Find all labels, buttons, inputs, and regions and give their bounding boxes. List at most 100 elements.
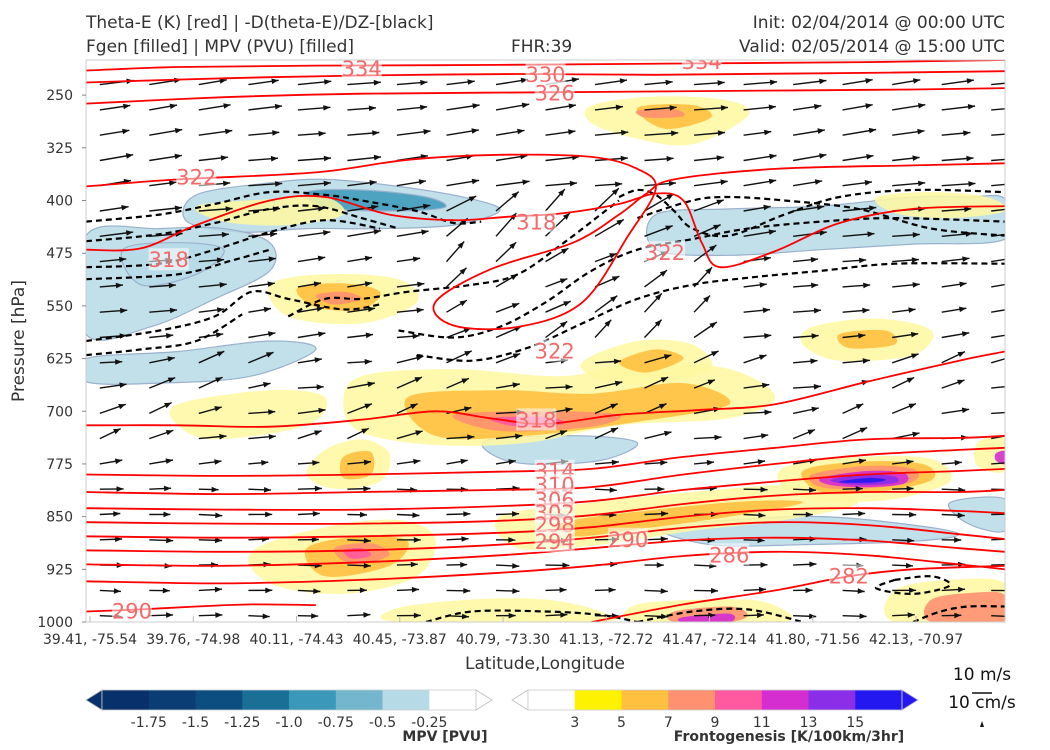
wind-arrow-head bbox=[463, 328, 471, 334]
wind-arrow-head bbox=[215, 377, 223, 383]
wind-arrow-head bbox=[268, 434, 276, 440]
fgen-region bbox=[874, 192, 1005, 219]
x-tick-label: 40.11, -74.43 bbox=[249, 632, 343, 648]
x-tick-label: 41.47, -72.14 bbox=[662, 632, 756, 648]
wind-arrow-head bbox=[714, 434, 722, 441]
wind-arrow-head bbox=[768, 229, 776, 235]
wind-arrow-head bbox=[906, 485, 914, 492]
wind-arrow-head bbox=[559, 278, 568, 284]
vector-key-arrow-v bbox=[980, 721, 984, 727]
wind-arrow-head bbox=[769, 153, 777, 160]
wind-arrow-head bbox=[913, 78, 921, 84]
wind-arrow-head bbox=[816, 204, 825, 211]
theta-e-contour-286 bbox=[86, 550, 1005, 585]
wind-arrow-head bbox=[166, 333, 174, 339]
dtheta-dz-contour bbox=[86, 313, 243, 357]
wind-arrow-head bbox=[809, 561, 817, 568]
contour-label-backdrop bbox=[148, 248, 189, 271]
wind-arrow-head bbox=[115, 536, 123, 542]
wind-arrow-head bbox=[571, 77, 579, 83]
wind-arrow-head bbox=[1007, 281, 1014, 287]
vector-key-label-1: 10 m/s bbox=[953, 665, 1011, 685]
wind-arrow-head bbox=[813, 307, 821, 314]
colorbar-tick-label: 3 bbox=[570, 715, 579, 731]
wind-arrow-head bbox=[459, 267, 467, 275]
wind-arrow-head bbox=[314, 357, 322, 363]
wind-arrow-head bbox=[512, 353, 521, 359]
x-tick-label: 42.13, -70.97 bbox=[869, 632, 963, 648]
wind-arrow-head bbox=[512, 382, 520, 388]
wind-arrow-head bbox=[661, 511, 669, 517]
wind-arrow-head bbox=[221, 231, 229, 238]
wind-arrow bbox=[991, 82, 1005, 86]
wind-arrow-head bbox=[609, 253, 617, 259]
wind-arrow-head bbox=[267, 281, 275, 287]
wind-arrow-head bbox=[758, 512, 766, 518]
wind-arrow-head bbox=[616, 219, 624, 226]
wind-arrow-head bbox=[760, 433, 769, 439]
colorbar-segment bbox=[574, 690, 623, 710]
wind-arrow-head bbox=[275, 181, 283, 187]
wind-arrow-head bbox=[169, 180, 177, 186]
contour-label-backdrop bbox=[516, 408, 557, 431]
wind-arrow-head bbox=[1010, 256, 1017, 261]
x-tick-label: 40.79, -73.30 bbox=[456, 632, 550, 648]
contour-label-backdrop bbox=[176, 165, 217, 188]
wind-arrow-head bbox=[666, 193, 674, 200]
wind-arrow-head bbox=[610, 295, 618, 303]
colorbar-segment bbox=[382, 690, 430, 710]
wind-arrow-head bbox=[367, 306, 376, 312]
colorbar-tick-label: -1.0 bbox=[275, 715, 302, 731]
wind-arrow-head bbox=[957, 379, 965, 385]
wind-arrow-head bbox=[819, 230, 827, 236]
colorbar-segment bbox=[715, 690, 763, 710]
colorbar-segment bbox=[429, 690, 477, 710]
colorbar-tick-label: 7 bbox=[664, 715, 673, 731]
wind-arrow-head bbox=[511, 191, 519, 199]
wind-arrow-head bbox=[668, 180, 676, 187]
wind-arrow-head bbox=[121, 205, 129, 211]
wind-arrow-head bbox=[559, 321, 568, 328]
wind-arrow-head bbox=[817, 128, 825, 134]
wind-arrow-head bbox=[811, 333, 819, 339]
y-tick-label: 325 bbox=[46, 141, 73, 157]
y-tick-label: 625 bbox=[46, 352, 73, 368]
theta-e-contour-318 bbox=[86, 192, 1005, 269]
wind-arrow-head bbox=[167, 377, 176, 383]
wind-arrow-head bbox=[119, 256, 127, 263]
wind-arrow-head bbox=[866, 154, 874, 160]
wind-arrow-head bbox=[123, 103, 131, 110]
wind-arrow-head bbox=[318, 331, 326, 337]
wind-arrow-head bbox=[168, 282, 176, 289]
wind-arrow-head bbox=[312, 511, 320, 517]
wind-arrow-head bbox=[810, 257, 818, 263]
wind-arrow-head bbox=[867, 231, 875, 237]
wind-arrow-head bbox=[125, 230, 134, 236]
wind-arrow-head bbox=[174, 153, 182, 160]
wind-arrow-head bbox=[318, 130, 326, 137]
colorbar-extend-low bbox=[85, 689, 103, 711]
wind-arrow-head bbox=[569, 180, 577, 187]
fgen-colorbar: 3 5 7 9 11 13 15 bbox=[511, 689, 919, 731]
colorbar-tick-label: -0.25 bbox=[411, 715, 447, 731]
wind-arrow-head bbox=[813, 384, 821, 390]
wind-arrow-head bbox=[311, 613, 319, 619]
colorbar-tick-label: 13 bbox=[800, 715, 818, 731]
wind-arrow-head bbox=[907, 537, 915, 544]
wind-arrow-head bbox=[314, 485, 322, 492]
wind-arrow-head bbox=[265, 352, 274, 358]
wind-arrow-head bbox=[262, 613, 270, 620]
wind-arrow-head bbox=[669, 105, 677, 111]
wind-arrow-head bbox=[664, 430, 672, 437]
wind-arrow-head bbox=[912, 431, 920, 438]
wind-arrow-head bbox=[703, 295, 710, 303]
wind-arrow-head bbox=[666, 156, 674, 162]
wind-arrow-head bbox=[225, 206, 233, 212]
wind-arrow-head bbox=[1007, 460, 1014, 466]
wind-arrow-head bbox=[660, 536, 668, 542]
wind-arrow-head bbox=[768, 178, 777, 185]
wind-arrow-head bbox=[312, 460, 320, 466]
y-tick-label: 475 bbox=[46, 246, 73, 262]
wind-arrow-head bbox=[757, 459, 766, 465]
wind-arrow-head bbox=[270, 155, 278, 162]
